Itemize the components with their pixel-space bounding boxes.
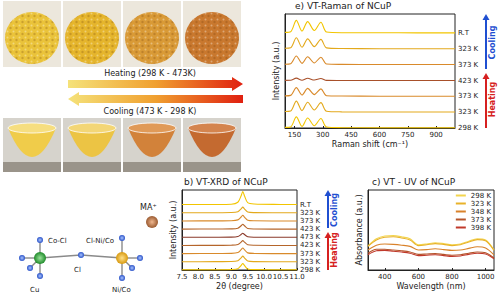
svg-text:Intensity (a.u.): Intensity (a.u.) — [169, 201, 178, 260]
svg-text:450: 450 — [344, 131, 357, 139]
svg-text:7.5: 7.5 — [176, 273, 187, 281]
svg-text:373 K: 373 K — [471, 216, 492, 224]
svg-text:Heating: Heating — [488, 81, 497, 117]
svg-text:9.0: 9.0 — [226, 273, 237, 281]
svg-text:b) VT-XRD of NCuP: b) VT-XRD of NCuP — [184, 177, 268, 187]
svg-text:900: 900 — [429, 131, 442, 139]
svg-text:600: 600 — [412, 273, 425, 281]
svg-text:Cl: Cl — [74, 266, 81, 274]
svg-text:298 K: 298 K — [300, 266, 321, 274]
svg-text:298 K: 298 K — [458, 124, 479, 132]
svg-text:Intensity (a.u.): Intensity (a.u.) — [272, 42, 281, 101]
svg-text:Cl-Ni/Co: Cl-Ni/Co — [86, 237, 114, 245]
svg-text:e) VT-Raman of NCuP: e) VT-Raman of NCuP — [295, 1, 392, 11]
svg-text:398 K: 398 K — [471, 224, 492, 232]
svg-text:10.5: 10.5 — [273, 273, 289, 281]
svg-text:Absorbance (a.u.): Absorbance (a.u.) — [355, 194, 364, 265]
svg-text:R.T: R.T — [300, 201, 312, 209]
svg-text:423 K: 423 K — [300, 241, 321, 249]
svg-text:300: 300 — [316, 131, 329, 139]
svg-text:Ni/Co: Ni/Co — [112, 286, 131, 294]
svg-text:323 K: 323 K — [300, 258, 321, 266]
svg-text:373 K: 373 K — [458, 61, 479, 69]
svg-text:298 K: 298 K — [471, 192, 492, 200]
svg-text:373 K: 373 K — [300, 250, 321, 258]
svg-text:Cooling: Cooling — [488, 25, 497, 59]
svg-text:Wavelength (nm): Wavelength (nm) — [396, 282, 465, 291]
svg-text:323 K: 323 K — [300, 209, 321, 217]
svg-text:423 K: 423 K — [458, 77, 479, 85]
svg-text:348 K: 348 K — [471, 208, 492, 216]
svg-text:Cooling: Cooling — [330, 193, 339, 227]
svg-text:150: 150 — [288, 131, 301, 139]
svg-text:11.0: 11.0 — [289, 272, 305, 281]
svg-text:400: 400 — [378, 273, 391, 281]
svg-text:8.0: 8.0 — [193, 273, 204, 281]
svg-text:323 K: 323 K — [458, 45, 479, 53]
svg-text:c) VT - UV of NCuP: c) VT - UV of NCuP — [372, 177, 456, 187]
svg-text:Cu: Cu — [30, 286, 39, 294]
svg-text:8.5: 8.5 — [209, 273, 220, 281]
svg-text:MA⁺: MA⁺ — [140, 203, 157, 212]
svg-text:473 K: 473 K — [300, 233, 321, 241]
svg-text:600: 600 — [373, 131, 386, 139]
svg-text:10.0: 10.0 — [256, 273, 272, 281]
svg-text:323 K: 323 K — [458, 108, 479, 116]
svg-text:323 K: 323 K — [471, 200, 492, 208]
svg-text:1000: 1000 — [477, 273, 495, 281]
svg-text:2θ (degree): 2θ (degree) — [216, 282, 263, 291]
svg-text:750: 750 — [401, 131, 414, 139]
svg-text:9.5: 9.5 — [242, 273, 253, 281]
svg-text:Co-Cl: Co-Cl — [48, 237, 67, 245]
svg-text:R.T: R.T — [458, 29, 470, 37]
svg-text:Heating (298 K - 473K): Heating (298 K - 473K) — [104, 69, 196, 78]
svg-text:373 K: 373 K — [458, 92, 479, 100]
svg-text:Heating: Heating — [330, 232, 339, 268]
svg-text:423 K: 423 K — [300, 225, 321, 233]
svg-text:373 K: 373 K — [300, 217, 321, 225]
svg-text:Cooling (473 K - 298 K): Cooling (473 K - 298 K) — [104, 107, 197, 116]
svg-text:Raman shift (cm⁻¹): Raman shift (cm⁻¹) — [332, 140, 408, 149]
svg-text:800: 800 — [445, 273, 458, 281]
